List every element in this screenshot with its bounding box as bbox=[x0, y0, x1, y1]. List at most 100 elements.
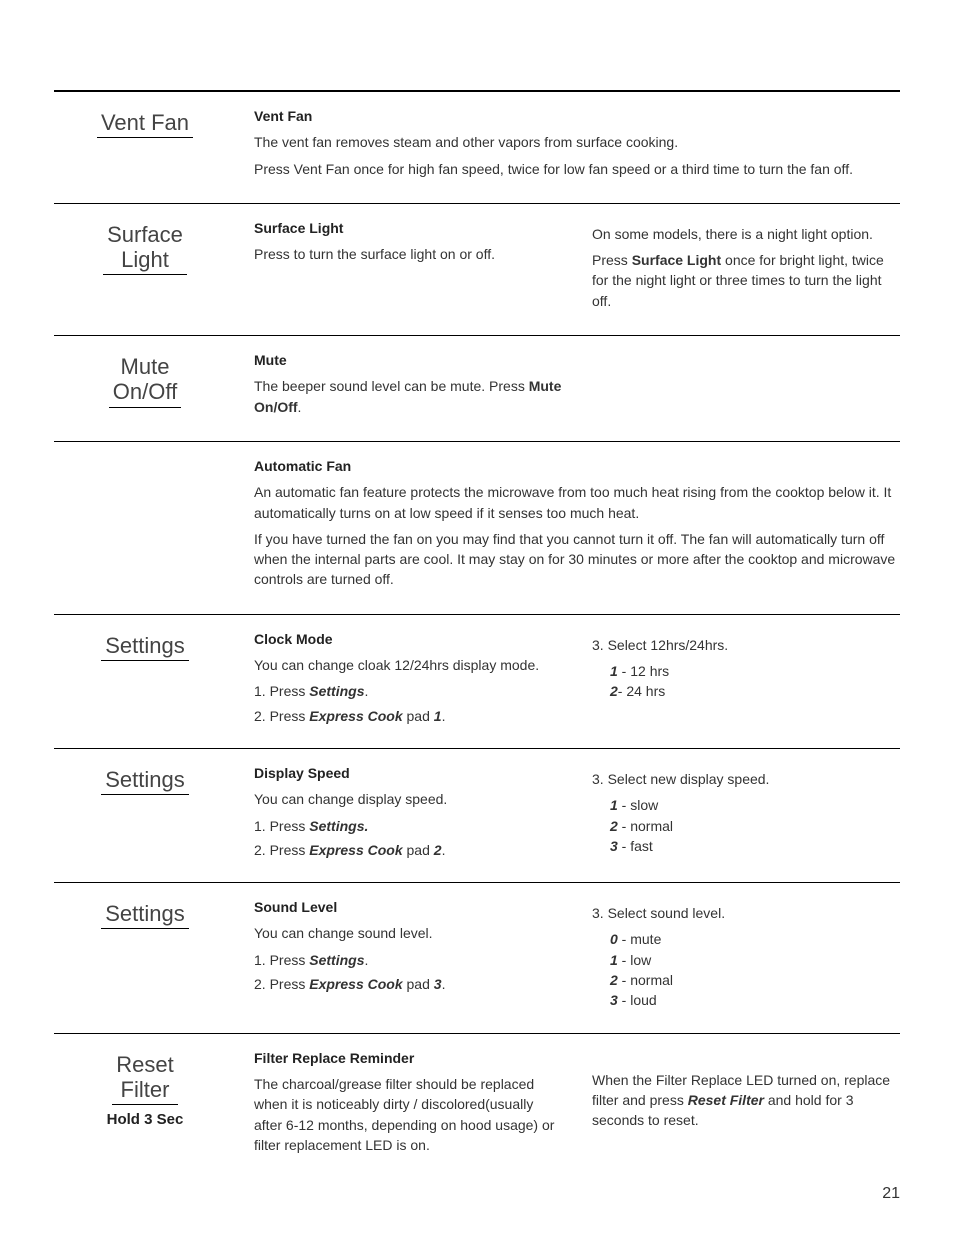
sidebar: Reset Filter Hold 3 Sec bbox=[54, 1048, 254, 1161]
subheading: Vent Fan bbox=[254, 106, 900, 126]
column-left: Sound Level You can change sound level. … bbox=[254, 897, 562, 1014]
step: 2. Press Express Cook pad 3. bbox=[254, 974, 562, 994]
option: 2 - normal bbox=[610, 970, 900, 990]
content: Sound Level You can change sound level. … bbox=[254, 897, 900, 1014]
options: 0 - mute 1 - low 2 - normal 3 - loud bbox=[610, 929, 900, 1010]
sidebar: Mute On/Off bbox=[54, 350, 254, 423]
bold-text: Express Cook bbox=[309, 976, 402, 992]
bold-text: Express Cook bbox=[309, 842, 402, 858]
subheading: Surface Light bbox=[254, 218, 562, 238]
text: . bbox=[364, 952, 368, 968]
column-right: When the Filter Replace LED turned on, r… bbox=[592, 1048, 900, 1161]
option: 1 - low bbox=[610, 950, 900, 970]
option: 3 - fast bbox=[610, 836, 900, 856]
subheading: Filter Replace Reminder bbox=[254, 1048, 562, 1068]
column-left: Filter Replace Reminder The charcoal/gre… bbox=[254, 1048, 562, 1161]
subheading: Clock Mode bbox=[254, 629, 562, 649]
column-right: On some models, there is a night light o… bbox=[592, 218, 900, 317]
bold-text: 2 bbox=[610, 972, 618, 988]
bold-text: Reset Filter bbox=[688, 1092, 764, 1108]
sidebar-title: Settings bbox=[101, 763, 189, 795]
text: 2. Press bbox=[254, 842, 309, 858]
sidebar-title: Vent Fan bbox=[97, 106, 193, 138]
text: 1. Press bbox=[254, 952, 309, 968]
subheading: Display Speed bbox=[254, 763, 562, 783]
bold-text: Surface Light bbox=[632, 252, 721, 268]
bold-text: 0 bbox=[610, 931, 618, 947]
content: Mute The beeper sound level can be mute.… bbox=[254, 350, 900, 423]
paragraph: 3. Select sound level. bbox=[592, 903, 900, 923]
column-left: Surface Light Press to turn the surface … bbox=[254, 218, 562, 317]
column: Vent Fan The vent fan removes steam and … bbox=[254, 106, 900, 185]
text: 2. Press bbox=[254, 708, 309, 724]
content: Filter Replace Reminder The charcoal/gre… bbox=[254, 1048, 900, 1161]
option: 1 - slow bbox=[610, 795, 900, 815]
text: - 24 hrs bbox=[618, 683, 665, 699]
bold-text: 1 bbox=[610, 663, 618, 679]
bold-text: Express Cook bbox=[309, 708, 402, 724]
section-mute: Mute On/Off Mute The beeper sound level … bbox=[54, 336, 900, 442]
section-surface-light: Surface Light Surface Light Press to tur… bbox=[54, 204, 900, 336]
section-display-speed: Settings Display Speed You can change di… bbox=[54, 749, 900, 883]
text: pad bbox=[403, 976, 434, 992]
text: - slow bbox=[618, 797, 658, 813]
paragraph: The beeper sound level can be mute. Pres… bbox=[254, 376, 562, 417]
paragraph: You can change sound level. bbox=[254, 923, 562, 943]
section-clock-mode: Settings Clock Mode You can change cloak… bbox=[54, 615, 900, 749]
option: 2 - normal bbox=[610, 816, 900, 836]
text: pad bbox=[403, 708, 434, 724]
column-right: 3. Select new display speed. 1 - slow 2 … bbox=[592, 763, 900, 864]
options: 1 - slow 2 - normal 3 - fast bbox=[610, 795, 900, 856]
section-vent-fan: Vent Fan Vent Fan The vent fan removes s… bbox=[54, 92, 900, 204]
subheading: Mute bbox=[254, 350, 562, 370]
sidebar: Settings bbox=[54, 897, 254, 1014]
text: - mute bbox=[618, 931, 662, 947]
sidebar-title: Settings bbox=[101, 897, 189, 929]
bold-text: 1 bbox=[434, 708, 442, 724]
sidebar: Settings bbox=[54, 763, 254, 864]
subheading: Automatic Fan bbox=[254, 456, 900, 476]
step: 1. Press Settings. bbox=[254, 816, 562, 836]
sidebar-title: Settings bbox=[101, 629, 189, 661]
bold-text: Settings bbox=[309, 952, 364, 968]
column: Automatic Fan An automatic fan feature p… bbox=[254, 456, 900, 596]
sidebar: Surface Light bbox=[54, 218, 254, 317]
paragraph: 3. Select 12hrs/24hrs. bbox=[592, 635, 900, 655]
text: 1. Press bbox=[254, 683, 309, 699]
bold-text: Settings bbox=[309, 683, 364, 699]
sidebar: Settings bbox=[54, 629, 254, 730]
page-number: 21 bbox=[54, 1185, 900, 1203]
bold-text: Settings. bbox=[309, 818, 368, 834]
step: 1. Press Settings. bbox=[254, 950, 562, 970]
text: . bbox=[298, 399, 302, 415]
content: Automatic Fan An automatic fan feature p… bbox=[254, 456, 900, 596]
bold-text: 1 bbox=[610, 797, 618, 813]
paragraph: If you have turned the fan on you may fi… bbox=[254, 529, 900, 590]
text: - 12 hrs bbox=[618, 663, 669, 679]
step: 1. Press Settings. bbox=[254, 681, 562, 701]
bold-text: 2 bbox=[434, 842, 442, 858]
column-left: Mute The beeper sound level can be mute.… bbox=[254, 350, 562, 423]
text: . bbox=[442, 842, 446, 858]
sidebar-title: Surface Light bbox=[103, 218, 187, 276]
step: 2. Press Express Cook pad 2. bbox=[254, 840, 562, 860]
paragraph: When the Filter Replace LED turned on, r… bbox=[592, 1070, 900, 1131]
step: 2. Press Express Cook pad 1. bbox=[254, 706, 562, 726]
sidebar bbox=[54, 456, 254, 596]
text: - fast bbox=[618, 838, 653, 854]
option: 3 - loud bbox=[610, 990, 900, 1010]
text: 2. Press bbox=[254, 976, 309, 992]
paragraph: Press Vent Fan once for high fan speed, … bbox=[254, 159, 900, 179]
sidebar-title: Reset Filter bbox=[112, 1048, 177, 1106]
paragraph: Press to turn the surface light on or of… bbox=[254, 244, 562, 264]
column-right: 3. Select sound level. 0 - mute 1 - low … bbox=[592, 897, 900, 1014]
manual-page: Vent Fan Vent Fan The vent fan removes s… bbox=[0, 0, 954, 1243]
option: 1 - 12 hrs bbox=[610, 661, 900, 681]
column-right: 3. Select 12hrs/24hrs. 1 - 12 hrs 2- 24 … bbox=[592, 629, 900, 730]
sidebar-title: Mute On/Off bbox=[109, 350, 181, 408]
text: - normal bbox=[618, 818, 673, 834]
text: . bbox=[364, 683, 368, 699]
bold-text: 2 bbox=[610, 683, 618, 699]
text: . bbox=[442, 708, 446, 724]
option: 2- 24 hrs bbox=[610, 681, 900, 701]
